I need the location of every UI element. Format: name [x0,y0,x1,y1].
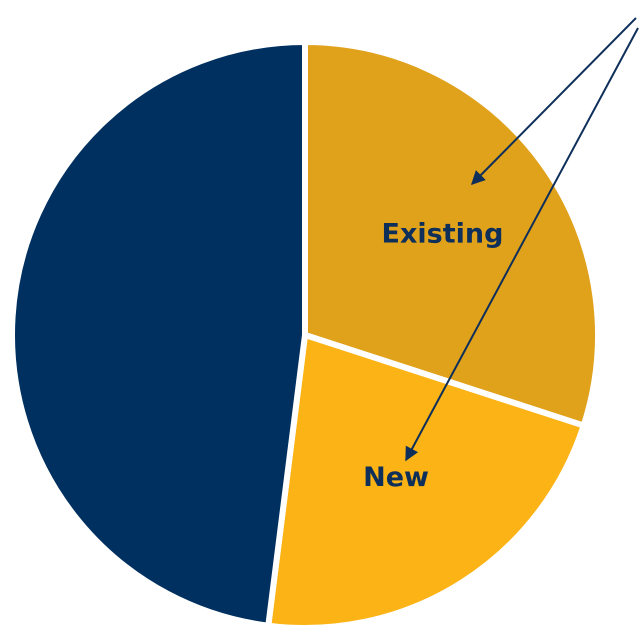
slice-label: Existing [382,219,504,250]
slice-labels: Existing New [363,219,503,493]
pie [9,39,601,630]
annotation-arrow [471,17,637,185]
pie-slice [302,39,601,429]
slice-label: New [363,462,429,493]
pie-slice [9,39,308,629]
pie-slice [265,332,587,630]
annotation-arrow [405,27,639,462]
